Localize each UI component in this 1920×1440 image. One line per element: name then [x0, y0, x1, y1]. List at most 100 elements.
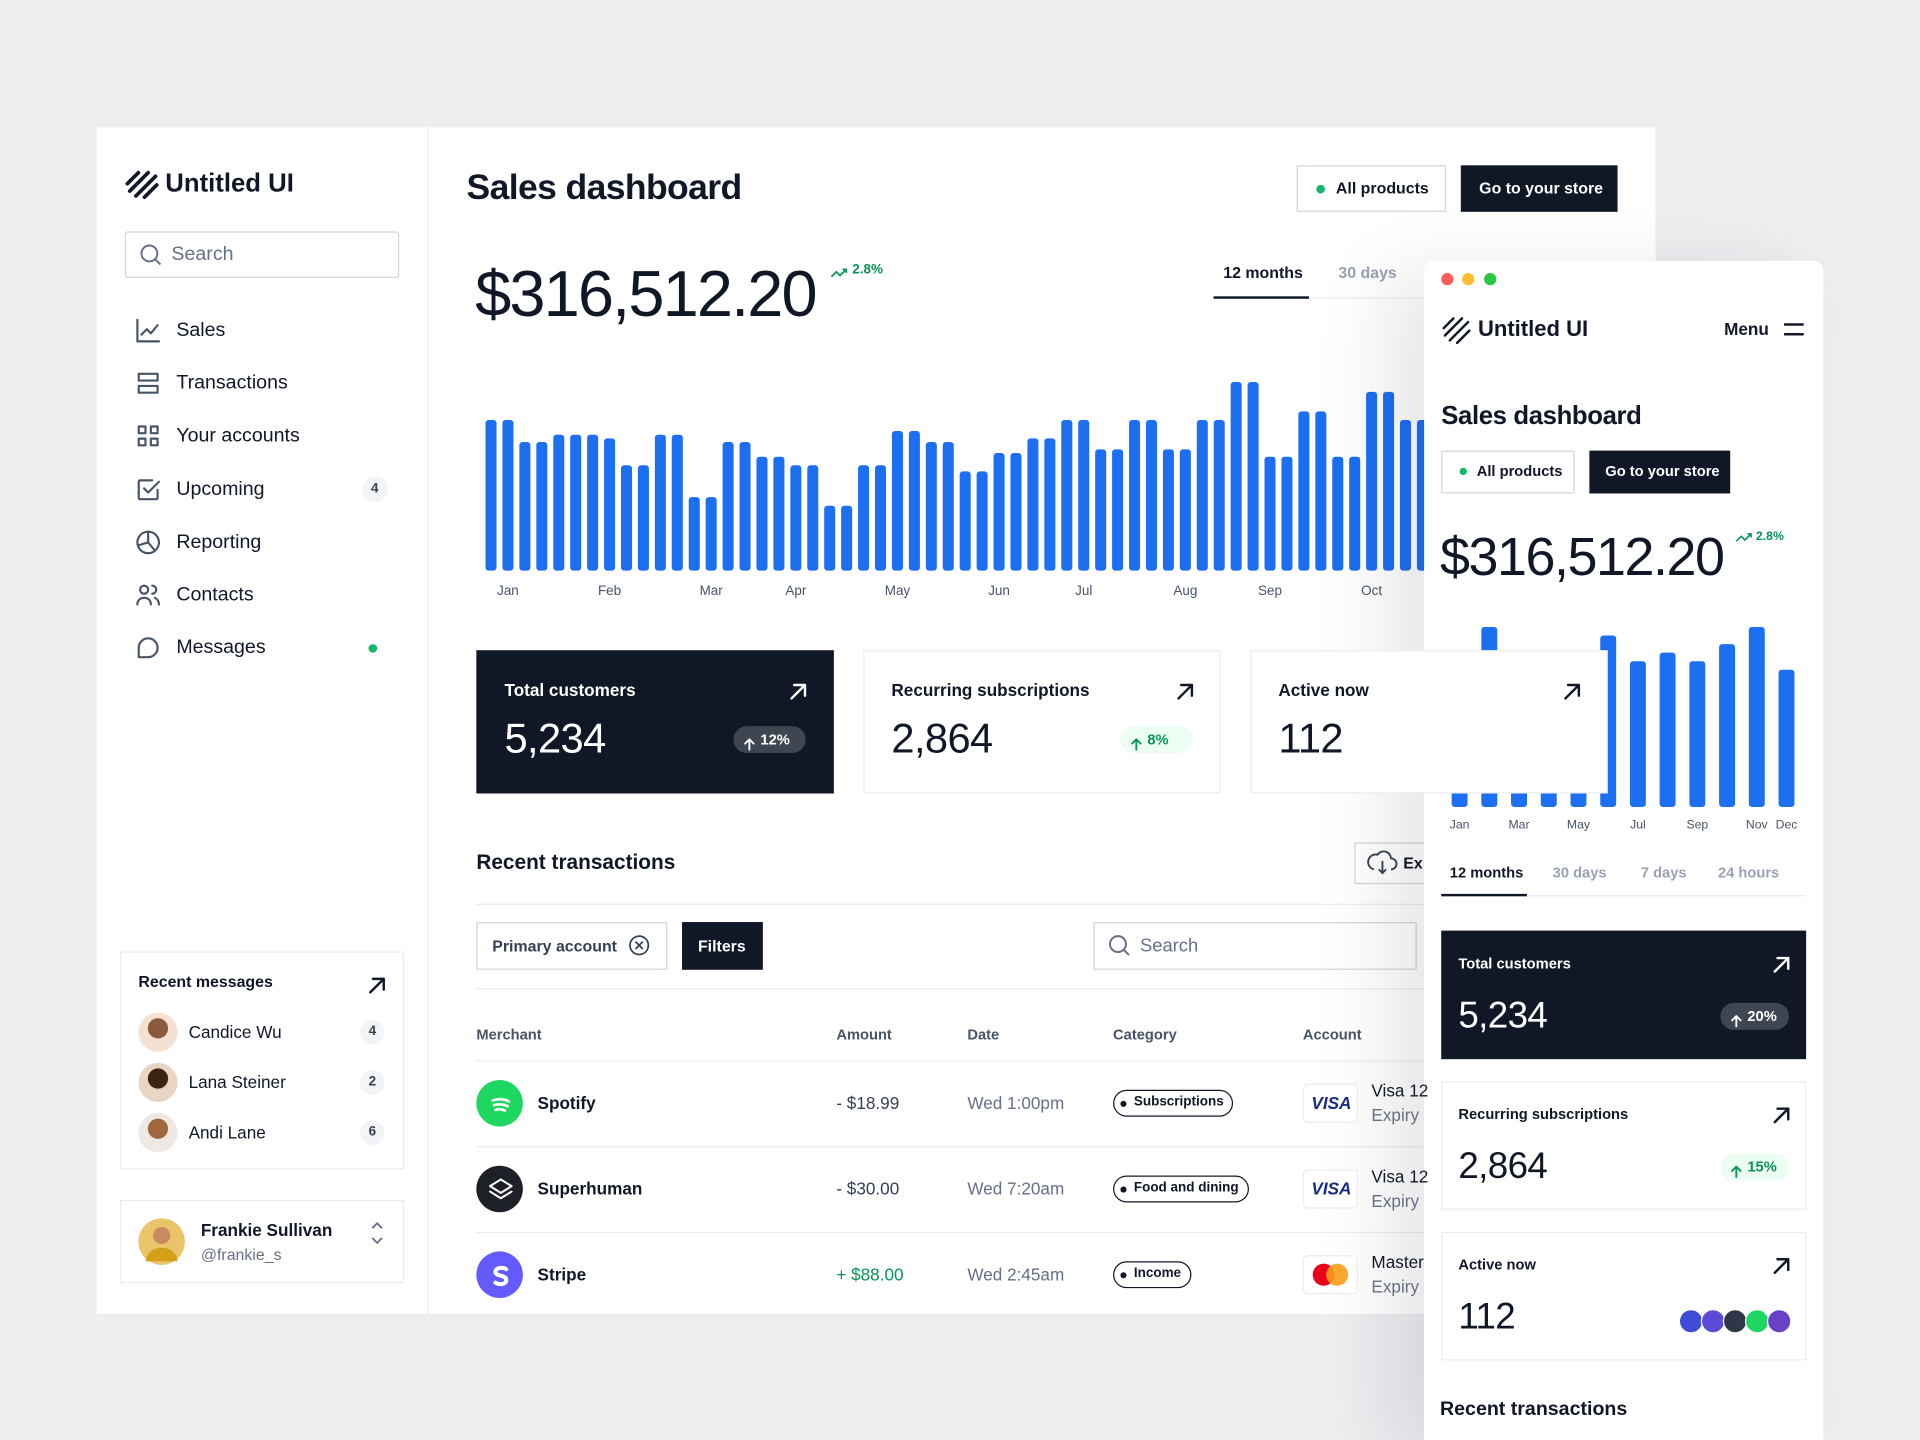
amount: - $18.99: [836, 1092, 900, 1113]
arrow-icon: [790, 683, 807, 700]
nav-label[interactable]: Messages: [176, 637, 266, 659]
count-badge: [360, 1120, 385, 1145]
divider: [476, 903, 1432, 905]
tab[interactable]: 30 days: [1552, 864, 1607, 882]
export-label: Ex: [1403, 853, 1423, 873]
superhuman-mark-path: [489, 1178, 513, 1200]
mobile-total: $316,512.20: [1440, 527, 1725, 588]
message-count: 2: [368, 1074, 377, 1090]
change-badge: [733, 726, 806, 754]
arrow-icon: [1773, 1258, 1790, 1274]
user-name: Frankie Sullivan: [200, 1220, 333, 1240]
stat-value: 2,864: [891, 715, 993, 763]
amount: + $88.00: [836, 1264, 904, 1285]
stat-card[interactable]: [863, 650, 1221, 794]
avatar: [138, 1113, 178, 1153]
column-header: Merchant: [476, 1025, 542, 1044]
user-handle: @frankie_s: [200, 1245, 282, 1264]
recent-messages-title: Recent messages: [138, 972, 273, 991]
nav-icon-path: [136, 584, 161, 606]
stat-card[interactable]: [476, 650, 834, 794]
stat-card[interactable]: [1441, 930, 1807, 1060]
tab-active[interactable]: 12 months: [1449, 864, 1524, 882]
nav-icon-path: [136, 530, 160, 554]
page-title: Sales dashboard: [466, 168, 743, 208]
date: Wed 1:00pm: [967, 1092, 1065, 1113]
tab-underline: [1213, 296, 1309, 299]
nav-icon-path: [137, 372, 159, 395]
nav-icon-path: [137, 425, 159, 447]
category-dot: [1120, 1271, 1127, 1278]
stat-value: 112: [1458, 1296, 1516, 1338]
search-box[interactable]: [124, 231, 400, 278]
stat-card[interactable]: [1441, 1081, 1807, 1210]
card-name: Visa 12: [1371, 1080, 1429, 1101]
nav-icon: [136, 584, 161, 606]
filters-button[interactable]: [682, 922, 763, 970]
spotify-waves: [491, 1097, 511, 1113]
status-dot: [1459, 467, 1467, 476]
category-dot: [1120, 1100, 1127, 1107]
table-search-placeholder: Search: [1140, 935, 1199, 957]
nav-label[interactable]: Transactions: [176, 372, 288, 394]
nav-icon: [137, 478, 161, 500]
up-arrow: [744, 738, 755, 751]
stat-label: Recurring subscriptions: [891, 680, 1090, 700]
tab[interactable]: 7 days: [1640, 864, 1687, 882]
menu-button[interactable]: Menu: [1724, 319, 1769, 339]
filter-button[interactable]: [1296, 165, 1447, 212]
active-avatar: [1766, 1308, 1792, 1334]
stat-card[interactable]: [1250, 650, 1608, 794]
column-header: Account: [1302, 1025, 1362, 1044]
active-avatar: [1700, 1308, 1726, 1334]
stat-value: 2,864: [1458, 1146, 1548, 1187]
mobile-filter-button[interactable]: [1441, 450, 1575, 494]
nav-icon: [137, 372, 159, 395]
nav-badge: [362, 475, 389, 502]
card-brand: VISA: [1311, 1092, 1352, 1113]
card-expiry: Expiry: [1371, 1276, 1420, 1297]
nav-label[interactable]: Your accounts: [176, 425, 300, 447]
stat-label: Total customers: [504, 680, 636, 700]
mobile-filter-label: All products: [1476, 462, 1563, 480]
arrow-icon: [1773, 1107, 1790, 1124]
arrow-icon-path: [1773, 1258, 1790, 1274]
stat-label: Active now: [1278, 680, 1369, 700]
active-avatar: [1678, 1308, 1704, 1334]
change-badge: [1720, 1153, 1789, 1181]
cta-button[interactable]: [1460, 165, 1618, 212]
stat-label: Active now: [1458, 1256, 1536, 1274]
filter-chip-label: Primary account: [492, 936, 617, 956]
arrow-icon: [369, 977, 385, 994]
mobile-brand: Untitled UI: [1477, 316, 1589, 341]
merchant-logo: [476, 1165, 523, 1213]
nav-label[interactable]: Sales: [176, 320, 226, 341]
tab-active[interactable]: 12 months: [1223, 263, 1303, 282]
count-badge: [360, 1020, 385, 1045]
change-value: 8%: [1147, 730, 1169, 748]
tab[interactable]: 24 hours: [1717, 864, 1780, 882]
filter-chip[interactable]: [476, 922, 668, 970]
tab-rule: [1441, 895, 1807, 897]
arrow-icon-path: [1773, 956, 1790, 973]
nav-label[interactable]: Reporting: [176, 531, 262, 553]
nav-label[interactable]: Contacts: [176, 584, 254, 606]
spotify-waves-path: [491, 1097, 511, 1113]
date: Wed 7:20am: [967, 1178, 1065, 1199]
mobile-cta-button[interactable]: [1589, 450, 1731, 494]
avatar: [138, 1062, 178, 1103]
table-search[interactable]: [1093, 922, 1417, 970]
stat-card[interactable]: [1441, 1231, 1807, 1361]
recent-messages-card: [120, 951, 405, 1170]
merchant-name: Superhuman: [537, 1178, 643, 1199]
category-pill: Subscriptions: [1113, 1089, 1234, 1117]
nav-label[interactable]: Upcoming: [176, 478, 265, 500]
category-text: Food and dining: [1133, 1180, 1239, 1196]
stat-value: 5,234: [504, 715, 606, 763]
column-header: Category: [1113, 1025, 1177, 1044]
user-card[interactable]: [120, 1200, 405, 1284]
tab[interactable]: 30 days: [1338, 263, 1397, 282]
card-icon: [1302, 1169, 1358, 1209]
